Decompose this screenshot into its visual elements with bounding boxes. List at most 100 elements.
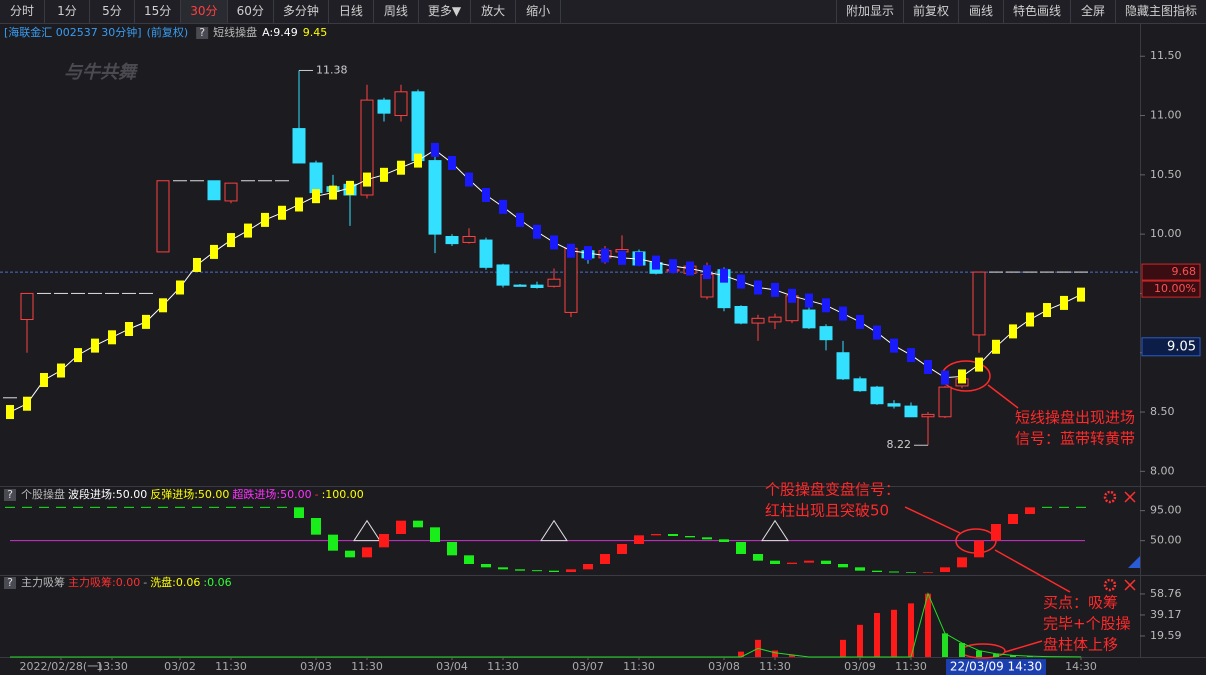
candle-body — [377, 99, 391, 114]
oscillator-bar — [753, 554, 763, 561]
toolbar-button[interactable]: 15分 — [135, 0, 182, 23]
toolbar-button[interactable]: 画线 — [957, 0, 1003, 23]
legend-item: 超跌进场:50.00 — [232, 487, 311, 501]
pointer-line — [987, 384, 1019, 409]
candle-body — [802, 309, 816, 329]
wash-bar — [942, 633, 948, 657]
indicator-marker — [686, 261, 694, 276]
x-tick-label: 11:30 — [487, 660, 519, 673]
oscillator-bar — [702, 537, 712, 540]
x-tick-label: 03/07 — [572, 660, 604, 673]
candle-body — [972, 271, 986, 336]
oscillator-bar — [481, 564, 491, 568]
indicator-marker — [159, 298, 167, 313]
oscillator-bar — [923, 572, 933, 573]
toolbar-button[interactable]: 日线 — [329, 0, 374, 23]
x-tick-label: 03/09 — [844, 660, 876, 673]
indicator-marker — [533, 224, 541, 239]
oscillator-bar — [362, 547, 372, 558]
oscillator-bar — [617, 544, 627, 554]
toolbar-left: 分时 1分 5分 15分 30分 60分 多分钟 日线 周线 更多▼ 放大 缩小 — [0, 0, 562, 23]
oscillator-bar — [906, 572, 916, 573]
indicator-marker — [448, 155, 456, 170]
y-tick-label: 50.00 — [1150, 534, 1182, 547]
toolbar-button[interactable]: 1分 — [45, 0, 90, 23]
oscillator-bar — [872, 570, 882, 572]
close-icon[interactable] — [1124, 491, 1136, 503]
oscillator-bar — [413, 520, 423, 528]
toolbar-button[interactable]: 周线 — [374, 0, 419, 23]
indicator-marker — [720, 268, 728, 283]
x-tick-label: 11:30 — [623, 660, 655, 673]
oscillator-bar — [345, 550, 355, 558]
indicator-marker — [125, 322, 133, 337]
toolbar-button[interactable]: 特色画线 — [1002, 0, 1070, 23]
candle-body — [20, 292, 34, 321]
note-text: 完毕+个股操 — [1043, 615, 1131, 633]
indicator-marker — [771, 282, 779, 297]
settings-icon[interactable] — [1103, 490, 1117, 504]
candle-body — [530, 284, 544, 288]
toolbar-button[interactable]: 前复权 — [902, 0, 958, 23]
indicator-marker — [261, 212, 269, 227]
candle-body — [870, 386, 884, 405]
settings-icon[interactable] — [1103, 578, 1117, 592]
help-text: ? — [7, 488, 13, 501]
toolbar-button[interactable]: 缩小 — [516, 0, 562, 23]
candle-body — [751, 317, 765, 324]
wash-bar — [1010, 655, 1016, 657]
indicator-marker — [1026, 312, 1034, 327]
toolbar-button[interactable]: 放大 — [471, 0, 517, 23]
indicator-marker — [23, 396, 31, 411]
indicator-marker — [890, 338, 898, 353]
indicator-marker — [992, 339, 1000, 354]
toolbar-button[interactable]: 多分钟 — [274, 0, 329, 23]
candle-body — [513, 284, 527, 287]
toolbar-button[interactable]: 60分 — [228, 0, 274, 23]
accumulation-bar — [908, 603, 914, 657]
oscillator-bar — [498, 567, 508, 570]
toolbar-button[interactable]: 30分 — [181, 0, 228, 23]
cursor-price-label: 9.05 — [1167, 339, 1196, 354]
toolbar-button[interactable]: 隐藏主图指标 — [1114, 0, 1206, 23]
note-text: 短线操盘出现进场 — [1015, 409, 1135, 427]
help-text: ? — [199, 26, 205, 39]
toolbar-button[interactable]: 全屏 — [1069, 0, 1115, 23]
indicator-marker — [414, 153, 422, 168]
close-icon[interactable] — [1124, 579, 1136, 591]
toolbar-button[interactable]: 分时 — [0, 0, 45, 23]
indicator-marker — [788, 288, 796, 303]
panel-title: 个股操盘 — [21, 487, 65, 501]
accumulation-bar — [857, 624, 863, 657]
x-tick-label: 11:30 — [895, 660, 927, 673]
help-box — [4, 577, 16, 589]
candle-body — [547, 278, 561, 287]
oscillator-bar — [515, 569, 525, 571]
wash-line — [10, 592, 1082, 658]
indicator-marker — [635, 252, 643, 267]
indicator-marker — [703, 265, 711, 280]
oscillator-bar — [328, 534, 338, 551]
indicator-marker — [431, 142, 439, 157]
legend-item: 波段进场:50.00 — [68, 487, 147, 501]
oscillator-bar — [719, 539, 729, 542]
panel-title: 主力吸筹 — [21, 575, 65, 589]
indicator-marker — [669, 259, 677, 274]
candle-body — [938, 386, 952, 418]
candle-body — [887, 403, 901, 407]
oscillator-bar — [685, 536, 695, 538]
toolbar-button[interactable]: 附加显示 — [835, 0, 903, 23]
indicator-marker — [516, 212, 524, 227]
candle-body — [479, 239, 493, 268]
note-text: 买点：吸筹 — [1043, 594, 1118, 612]
toolbar-button[interactable]: 更多▼ — [419, 0, 472, 23]
oscillator-bar — [396, 520, 406, 534]
legend-item: - — [315, 488, 319, 501]
toolbar-button[interactable]: 5分 — [90, 0, 135, 23]
indicator-marker — [550, 235, 558, 250]
oscillator-bar — [668, 534, 678, 536]
accumulation-bar — [891, 609, 897, 657]
wash-bar — [993, 653, 999, 657]
indicator-marker — [278, 205, 286, 220]
